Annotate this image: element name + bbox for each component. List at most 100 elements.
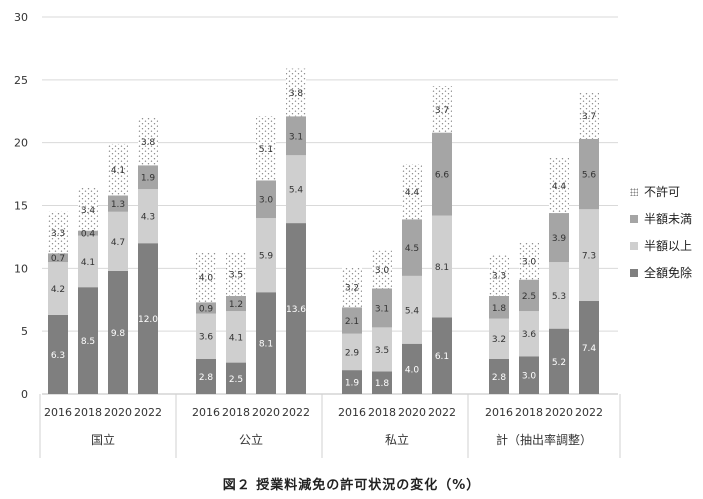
data-label: 4.5: [405, 244, 419, 254]
x-tick-label: 2018: [515, 406, 543, 419]
group-label: 私立: [385, 432, 409, 447]
bar-segment-半額以上: [342, 333, 362, 371]
bar-segment-不許可: [196, 251, 216, 303]
bar-segment-不許可: [579, 92, 599, 139]
x-tick-label: 2016: [338, 406, 366, 419]
data-label: 0.7: [51, 254, 65, 264]
data-label: 0.4: [81, 230, 96, 240]
data-label: 1.9: [345, 379, 360, 389]
x-tick-label: 2022: [134, 406, 162, 419]
data-label: 3.6: [522, 330, 537, 340]
data-label: 3.7: [435, 106, 449, 116]
bar-segment-全額免除: [196, 358, 216, 394]
data-label: 8.5: [81, 337, 95, 347]
legend-swatch: [630, 268, 638, 277]
bar-segment-半額以上: [48, 262, 68, 315]
x-tick-label: 2020: [104, 406, 132, 419]
legend-label: 全額免除: [644, 266, 693, 280]
group-label: 国立: [91, 432, 115, 447]
bar-segment-不許可: [342, 267, 362, 308]
data-label: 5.6: [582, 171, 597, 181]
legend: 不許可 半額未満 半額以上 全額免除: [630, 178, 692, 286]
bar-segment-半額以上: [579, 209, 599, 302]
data-label: 3.1: [375, 304, 389, 314]
legend-swatch: [630, 241, 638, 250]
data-label: 3.9: [552, 234, 567, 244]
legend-swatch: [630, 187, 638, 196]
bar-segment-半額未満: [48, 253, 68, 263]
x-tick-label: 2016: [485, 406, 513, 419]
x-tick-label: 2018: [368, 406, 396, 419]
bar-segment-半額以上: [138, 189, 158, 244]
bar-segment-半額未満: [226, 295, 246, 312]
x-tick-label: 2022: [575, 406, 603, 419]
data-label: 3.7: [582, 112, 596, 122]
x-tick-label: 2022: [428, 406, 456, 419]
data-label: 4.1: [111, 166, 125, 176]
legend-label: 半額未満: [644, 212, 693, 226]
bar-segment-全額免除: [108, 270, 128, 394]
data-label: 5.4: [289, 186, 304, 196]
legend-swatch: [630, 214, 638, 223]
legend-item: 半額未満: [630, 205, 692, 232]
data-label: 3.8: [289, 89, 304, 99]
bar-segment-半額未満: [78, 230, 98, 236]
bar-segment-半額未満: [519, 279, 539, 312]
bar-segment-半額以上: [519, 311, 539, 357]
bar-segment-不許可: [372, 250, 392, 289]
bar-segment-不許可: [286, 68, 306, 117]
bar-segment-半額未満: [256, 180, 276, 219]
bar-segment-半額未満: [342, 307, 362, 334]
bar-segment-全額免除: [372, 371, 392, 394]
data-label: 1.9: [141, 174, 156, 184]
data-label: 4.3: [141, 213, 155, 223]
bar-segment-半額未満: [138, 165, 158, 190]
group-label: 公立: [239, 432, 263, 447]
data-label: 3.2: [345, 284, 359, 294]
bar-segment-半額未満: [286, 116, 306, 156]
data-label: 3.1: [289, 132, 303, 142]
x-tick-label: 2016: [44, 406, 72, 419]
x-tick-label: 2020: [545, 406, 573, 419]
bar-segment-全額免除: [226, 362, 246, 394]
bar-segment-全額免除: [402, 343, 422, 394]
bar-segment-半額未満: [372, 288, 392, 328]
data-label: 4.1: [229, 333, 243, 343]
bar-segment-半額以上: [432, 215, 452, 318]
data-label: 3.3: [492, 272, 506, 282]
data-label: 4.2: [51, 285, 65, 295]
legend-item: 全額免除: [630, 259, 692, 286]
data-label: 1.3: [111, 200, 125, 210]
bar-segment-半額以上: [372, 327, 392, 372]
data-label: 5.4: [405, 306, 420, 316]
bar-segment-不許可: [519, 241, 539, 280]
data-label: 2.5: [522, 292, 536, 302]
data-label: 2.9: [345, 348, 360, 358]
data-label: 1.8: [375, 379, 390, 389]
bar-segment-不許可: [489, 254, 509, 296]
bar-segment-不許可: [256, 116, 276, 181]
bar-segment-不許可: [78, 187, 98, 231]
bar-segment-不許可: [432, 86, 452, 133]
x-tick-label: 2020: [398, 406, 426, 419]
bar-segment-不許可: [108, 143, 128, 196]
y-tick-label: 25: [14, 74, 28, 87]
data-label: 3.6: [199, 333, 214, 343]
bar-segment-不許可: [402, 164, 422, 220]
data-label: 13.6: [286, 305, 306, 315]
bar-segment-不許可: [138, 117, 158, 166]
bar-segment-半額未満: [432, 132, 452, 216]
data-label: 2.8: [199, 373, 214, 383]
data-label: 4.4: [405, 188, 420, 198]
data-label: 5.3: [552, 292, 566, 302]
group-label: 計（抽出率調整）: [496, 432, 592, 447]
data-label: 8.1: [259, 340, 273, 350]
legend-item: 不許可: [630, 178, 692, 205]
bar-segment-不許可: [226, 251, 246, 296]
data-label: 9.8: [111, 329, 126, 339]
data-label: 2.8: [492, 373, 507, 383]
data-label: 7.3: [582, 252, 596, 262]
data-label: 8.1: [435, 263, 449, 273]
bar-segment-不許可: [48, 211, 68, 254]
bar-segment-全額免除: [519, 356, 539, 394]
